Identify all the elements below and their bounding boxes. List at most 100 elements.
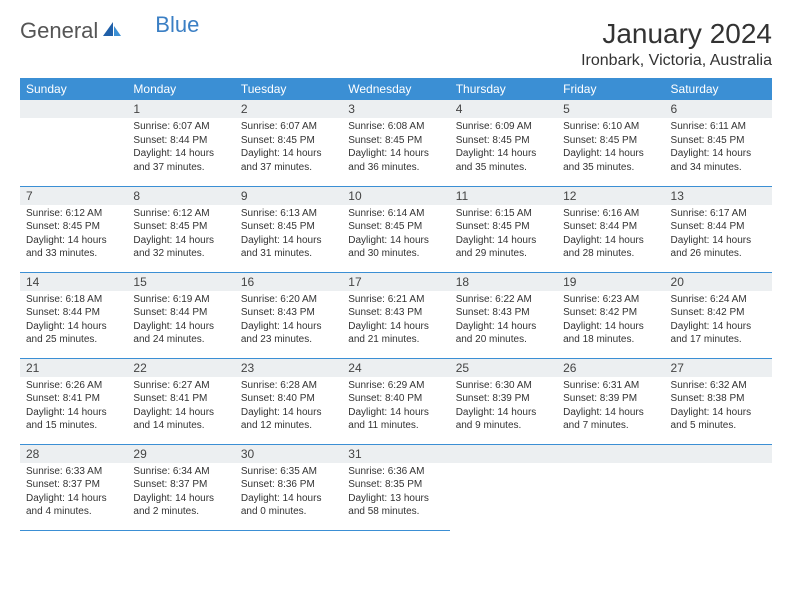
day-details: Sunrise: 6:23 AMSunset: 8:42 PMDaylight:… [557,291,664,351]
calendar-week-row: 14Sunrise: 6:18 AMSunset: 8:44 PMDayligh… [20,272,772,358]
sunrise-text: Sunrise: 6:14 AM [348,207,443,221]
sunrise-text: Sunrise: 6:08 AM [348,120,443,134]
day-details: Sunrise: 6:19 AMSunset: 8:44 PMDaylight:… [127,291,234,351]
sunset-text: Sunset: 8:44 PM [133,134,228,148]
sunrise-text: Sunrise: 6:07 AM [133,120,228,134]
daylight-text: Daylight: 14 hours and 34 minutes. [671,147,766,174]
daylight-text: Daylight: 14 hours and 31 minutes. [241,234,336,261]
sunset-text: Sunset: 8:45 PM [241,134,336,148]
calendar-day-cell: 8Sunrise: 6:12 AMSunset: 8:45 PMDaylight… [127,186,234,272]
sunrise-text: Sunrise: 6:11 AM [671,120,766,134]
calendar-day-cell: 2Sunrise: 6:07 AMSunset: 8:45 PMDaylight… [235,100,342,186]
daylight-text: Daylight: 14 hours and 17 minutes. [671,320,766,347]
daylight-text: Daylight: 14 hours and 15 minutes. [26,406,121,433]
daylight-text: Daylight: 14 hours and 26 minutes. [671,234,766,261]
calendar-day-cell: 13Sunrise: 6:17 AMSunset: 8:44 PMDayligh… [665,186,772,272]
daylight-text: Daylight: 14 hours and 11 minutes. [348,406,443,433]
calendar-day-cell: 18Sunrise: 6:22 AMSunset: 8:43 PMDayligh… [450,272,557,358]
day-number: 31 [342,445,449,463]
sunrise-text: Sunrise: 6:21 AM [348,293,443,307]
sunset-text: Sunset: 8:41 PM [26,392,121,406]
sunset-text: Sunset: 8:44 PM [563,220,658,234]
weekday-header: Saturday [665,78,772,100]
daylight-text: Daylight: 14 hours and 35 minutes. [563,147,658,174]
sunset-text: Sunset: 8:44 PM [671,220,766,234]
day-number: 26 [557,359,664,377]
sunrise-text: Sunrise: 6:36 AM [348,465,443,479]
daylight-text: Daylight: 14 hours and 29 minutes. [456,234,551,261]
daylight-text: Daylight: 14 hours and 18 minutes. [563,320,658,347]
day-details: Sunrise: 6:20 AMSunset: 8:43 PMDaylight:… [235,291,342,351]
sunset-text: Sunset: 8:43 PM [456,306,551,320]
day-number: 5 [557,100,664,118]
calendar-day-cell: 4Sunrise: 6:09 AMSunset: 8:45 PMDaylight… [450,100,557,186]
sunrise-text: Sunrise: 6:27 AM [133,379,228,393]
sunrise-text: Sunrise: 6:31 AM [563,379,658,393]
daylight-text: Daylight: 14 hours and 35 minutes. [456,147,551,174]
day-details: Sunrise: 6:18 AMSunset: 8:44 PMDaylight:… [20,291,127,351]
day-details: Sunrise: 6:12 AMSunset: 8:45 PMDaylight:… [20,205,127,265]
daylight-text: Daylight: 14 hours and 14 minutes. [133,406,228,433]
calendar-day-cell: 21Sunrise: 6:26 AMSunset: 8:41 PMDayligh… [20,358,127,444]
calendar-day-cell: 16Sunrise: 6:20 AMSunset: 8:43 PMDayligh… [235,272,342,358]
sunrise-text: Sunrise: 6:13 AM [241,207,336,221]
sunset-text: Sunset: 8:42 PM [671,306,766,320]
day-number: 23 [235,359,342,377]
day-number: 6 [665,100,772,118]
day-details: Sunrise: 6:07 AMSunset: 8:44 PMDaylight:… [127,118,234,178]
calendar-day-cell: 29Sunrise: 6:34 AMSunset: 8:37 PMDayligh… [127,444,234,530]
sunrise-text: Sunrise: 6:34 AM [133,465,228,479]
sunset-text: Sunset: 8:45 PM [241,220,336,234]
day-details: Sunrise: 6:35 AMSunset: 8:36 PMDaylight:… [235,463,342,523]
calendar-day-cell [450,444,557,530]
sunrise-text: Sunrise: 6:23 AM [563,293,658,307]
empty-day [450,445,557,463]
sunrise-text: Sunrise: 6:19 AM [133,293,228,307]
day-number: 17 [342,273,449,291]
daylight-text: Daylight: 14 hours and 0 minutes. [241,492,336,519]
calendar-day-cell: 24Sunrise: 6:29 AMSunset: 8:40 PMDayligh… [342,358,449,444]
calendar-day-cell: 30Sunrise: 6:35 AMSunset: 8:36 PMDayligh… [235,444,342,530]
daylight-text: Daylight: 14 hours and 9 minutes. [456,406,551,433]
sunset-text: Sunset: 8:39 PM [456,392,551,406]
day-details: Sunrise: 6:11 AMSunset: 8:45 PMDaylight:… [665,118,772,178]
sunset-text: Sunset: 8:37 PM [133,478,228,492]
day-details: Sunrise: 6:12 AMSunset: 8:45 PMDaylight:… [127,205,234,265]
daylight-text: Daylight: 14 hours and 12 minutes. [241,406,336,433]
sunrise-text: Sunrise: 6:07 AM [241,120,336,134]
day-details: Sunrise: 6:08 AMSunset: 8:45 PMDaylight:… [342,118,449,178]
day-number: 3 [342,100,449,118]
day-details: Sunrise: 6:27 AMSunset: 8:41 PMDaylight:… [127,377,234,437]
daylight-text: Daylight: 14 hours and 24 minutes. [133,320,228,347]
sunrise-text: Sunrise: 6:18 AM [26,293,121,307]
calendar-day-cell: 12Sunrise: 6:16 AMSunset: 8:44 PMDayligh… [557,186,664,272]
calendar-week-row: 7Sunrise: 6:12 AMSunset: 8:45 PMDaylight… [20,186,772,272]
day-number: 12 [557,187,664,205]
sunrise-text: Sunrise: 6:24 AM [671,293,766,307]
calendar-day-cell [665,444,772,530]
daylight-text: Daylight: 14 hours and 33 minutes. [26,234,121,261]
day-number: 7 [20,187,127,205]
page-title: January 2024 [581,18,772,50]
sunrise-text: Sunrise: 6:33 AM [26,465,121,479]
calendar-body: 1Sunrise: 6:07 AMSunset: 8:44 PMDaylight… [20,100,772,530]
day-number: 19 [557,273,664,291]
calendar-day-cell: 10Sunrise: 6:14 AMSunset: 8:45 PMDayligh… [342,186,449,272]
day-details: Sunrise: 6:24 AMSunset: 8:42 PMDaylight:… [665,291,772,351]
day-number: 11 [450,187,557,205]
sunset-text: Sunset: 8:45 PM [133,220,228,234]
sunrise-text: Sunrise: 6:29 AM [348,379,443,393]
day-number: 21 [20,359,127,377]
daylight-text: Daylight: 14 hours and 2 minutes. [133,492,228,519]
sunset-text: Sunset: 8:45 PM [348,220,443,234]
sunrise-text: Sunrise: 6:09 AM [456,120,551,134]
day-details: Sunrise: 6:33 AMSunset: 8:37 PMDaylight:… [20,463,127,523]
sail-icon [101,20,123,43]
day-details: Sunrise: 6:16 AMSunset: 8:44 PMDaylight:… [557,205,664,265]
day-details: Sunrise: 6:29 AMSunset: 8:40 PMDaylight:… [342,377,449,437]
day-number: 28 [20,445,127,463]
calendar-day-cell: 14Sunrise: 6:18 AMSunset: 8:44 PMDayligh… [20,272,127,358]
day-number: 1 [127,100,234,118]
calendar-day-cell: 22Sunrise: 6:27 AMSunset: 8:41 PMDayligh… [127,358,234,444]
day-number: 15 [127,273,234,291]
